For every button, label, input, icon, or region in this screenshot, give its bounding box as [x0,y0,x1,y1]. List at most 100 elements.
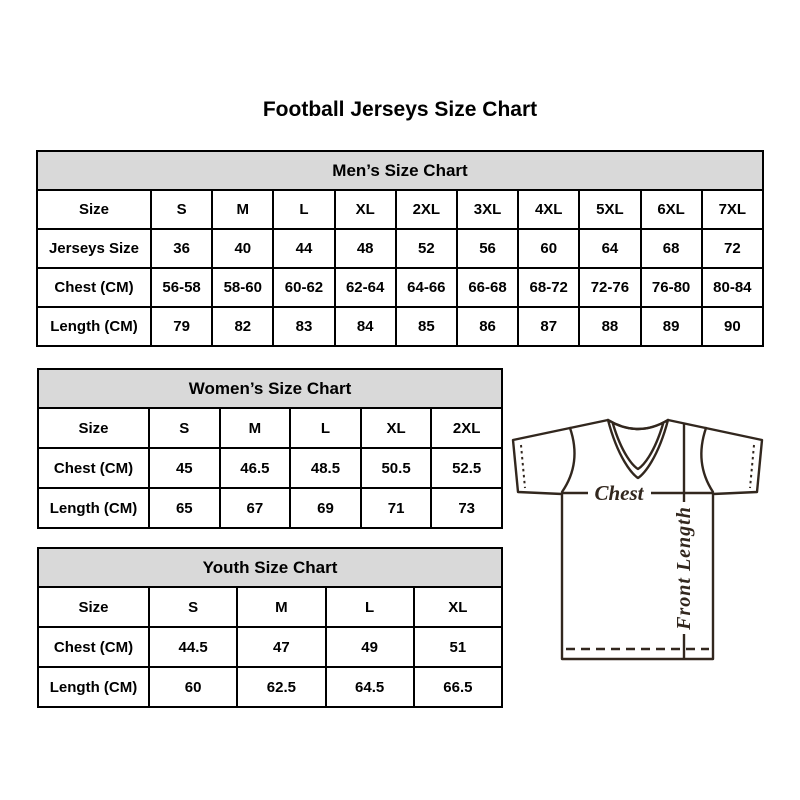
data-cell: M [236,586,327,628]
data-cell: 71 [359,487,433,529]
data-cell: 52.5 [430,447,503,489]
data-cell: 56 [455,228,520,269]
table-header-row: Youth Size Chart [37,547,503,588]
data-cell: S [149,189,214,230]
left-cuff-dashed-line [520,444,526,489]
data-cell: 40 [211,228,275,269]
data-cell: 2XL [394,189,458,230]
data-cell: 69 [289,487,362,529]
right-armhole-seam [700,426,715,494]
data-cell: 87 [517,306,581,347]
table-row: Jerseys Size 36 40 44 48 52 56 60 64 68 72 [36,228,765,269]
data-cell: 44 [272,228,336,269]
table-row: Size S M L XL [37,586,504,628]
data-cell: 45 [148,447,221,489]
data-cell: 48 [333,228,397,269]
data-cell: 56-58 [149,267,214,308]
data-cell: 36 [149,228,214,269]
data-cell: 84 [333,306,397,347]
data-cell: 47 [236,626,327,668]
right-cuff-dashed-line [749,444,755,489]
row-label-cell: Size [36,189,152,230]
data-cell: 66-68 [455,267,520,308]
row-label-cell: Chest (CM) [37,447,150,489]
jersey-diagram-svg: Chest Front Length [511,418,764,661]
data-cell: 85 [394,306,458,347]
data-cell: 49 [324,626,415,668]
data-cell: 68-72 [517,267,581,308]
data-cell: M [211,189,275,230]
data-cell: 52 [394,228,458,269]
data-cell: L [289,407,362,449]
data-cell: 44.5 [147,626,239,668]
row-label-cell: Jerseys Size [36,228,152,269]
data-cell: 5XL [578,189,642,230]
data-cell: 82 [211,306,275,347]
data-cell: 83 [272,306,336,347]
data-cell: 90 [700,306,765,347]
data-cell: 3XL [455,189,520,230]
youth-size-chart-table: Youth Size Chart Size S M L XL Chest (CM) 44.5 4… [37,547,504,708]
data-cell: XL [412,586,504,628]
data-cell: 64.5 [324,666,415,708]
jersey-outline [511,418,764,661]
row-label-cell: Chest (CM) [36,267,152,308]
data-cell: XL [359,407,433,449]
data-cell: 2XL [430,407,503,449]
womens-size-chart-table: Women’s Size Chart Size S M L XL 2XL Chest (CM)… [37,368,503,529]
data-cell: 50.5 [359,447,433,489]
data-cell: 86 [455,306,520,347]
table-row: Length (CM) 65 67 69 71 73 [37,487,503,529]
table-header-row: Women’s Size Chart [37,368,503,409]
data-cell: S [148,407,221,449]
data-cell: 46.5 [218,447,292,489]
row-label-cell: Length (CM) [37,487,150,529]
data-cell: 6XL [639,189,703,230]
data-cell: 67 [218,487,292,529]
collar-inner-v [611,422,665,471]
table-row: Chest (CM) 45 46.5 48.5 50.5 52.5 [37,447,503,489]
data-cell: 73 [430,487,503,529]
row-label-cell: Length (CM) [36,306,152,347]
data-cell: 7XL [700,189,765,230]
data-cell: 65 [148,487,221,529]
data-cell: 58-60 [211,267,275,308]
data-cell: 66.5 [412,666,504,708]
data-cell: 72-76 [578,267,642,308]
table-row: Size S M L XL 2XL 3XL 4XL 5XL 6XL 7XL [36,189,765,230]
data-cell: 76-80 [639,267,703,308]
data-cell: XL [333,189,397,230]
data-cell: L [324,586,415,628]
data-cell: 62-64 [333,267,397,308]
row-label-cell: Length (CM) [37,666,150,708]
jersey-measurement-diagram: Chest Front Length [502,398,770,678]
data-cell: M [218,407,292,449]
data-cell: 4XL [517,189,581,230]
row-label-cell: Chest (CM) [37,626,150,668]
data-cell: 68 [639,228,703,269]
data-cell: S [147,586,239,628]
data-cell: 64-66 [394,267,458,308]
data-cell: 64 [578,228,642,269]
chest-label: Chest [594,481,644,505]
table-row: Length (CM) 79 82 83 84 85 86 87 88 89 90 [36,306,765,347]
row-label-cell: Size [37,586,150,628]
table-row: Size S M L XL 2XL [37,407,503,449]
front-length-label: Front Length [673,506,695,631]
data-cell: 60-62 [272,267,336,308]
data-cell: 79 [149,306,214,347]
data-cell: 51 [412,626,504,668]
collar-outer-v [606,418,670,480]
table-row: Chest (CM) 56-58 58-60 60-62 62-64 64-66 66-68… [36,267,765,308]
data-cell: 60 [517,228,581,269]
left-armhole-seam [560,426,576,494]
data-cell: 60 [147,666,239,708]
table-row: Chest (CM) 44.5 47 49 51 [37,626,504,668]
table-title: Youth Size Chart [37,547,503,588]
data-cell: 89 [639,306,703,347]
table-header-row: Men’s Size Chart [36,150,764,191]
data-cell: L [272,189,336,230]
data-cell: 62.5 [236,666,327,708]
data-cell: 72 [700,228,765,269]
